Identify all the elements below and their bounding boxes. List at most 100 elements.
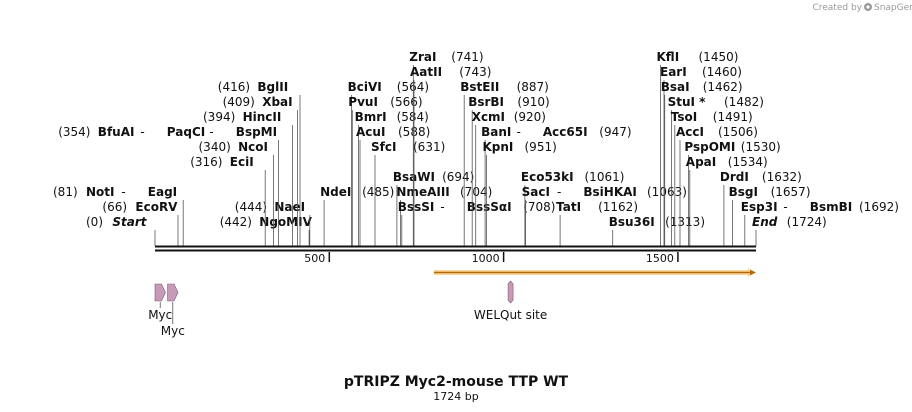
site-ndei[interactable]: NdeI (485) — [320, 185, 394, 246]
site-label: KpnI (951) — [483, 140, 557, 154]
site-label: NmeAIII (704) — [396, 185, 492, 199]
site-name: EciI — [230, 155, 254, 169]
snapgene-logo-icon — [864, 3, 872, 11]
site-bsai[interactable]: BsaI (1462) — [661, 80, 743, 246]
site-ngomiv[interactable]: (442) NgoMIV — [220, 215, 313, 246]
site-bfuai[interactable]: (354) BfuAI - PaqCI - BspMI — [58, 125, 279, 246]
site-ecorv[interactable]: (66) EcoRV — [102, 200, 179, 246]
site-label: SfcI (631) — [371, 140, 445, 154]
site-zrai[interactable]: ZraI (741) — [409, 50, 484, 246]
site-position: (354) — [58, 125, 90, 139]
site-label: (0) Start — [86, 215, 148, 229]
site-hincii[interactable]: (394) HincII — [203, 110, 293, 246]
site-bmri[interactable]: BmrI (584) — [355, 110, 429, 246]
site-name: BspMI — [236, 125, 277, 139]
site-name: NgoMIV — [259, 215, 312, 229]
site-noti[interactable]: (81) NotI - EagI — [53, 185, 184, 246]
site-label: Eco53kI (1061) — [521, 170, 625, 184]
site-separator: - — [440, 200, 444, 214]
site-end[interactable]: End (1724) — [752, 215, 827, 246]
map-title: pTRIPZ Myc2-mouse TTP WT — [344, 374, 569, 390]
site-pvui[interactable]: PvuI (566) — [348, 95, 423, 246]
site-position: (340) — [199, 140, 231, 154]
site-aatii[interactable]: AatII (743) — [410, 65, 491, 246]
site-position: (741) — [451, 50, 483, 64]
feature-welqut-site[interactable]: WELQut site — [474, 280, 547, 322]
site-name: TatI — [556, 200, 581, 214]
site-saci[interactable]: SacI - BsiHKAI (1063) — [522, 185, 687, 246]
site-label: BmrI (584) — [355, 110, 429, 124]
site-kfli[interactable]: KflI (1450) — [657, 50, 739, 246]
site-eari[interactable]: EarI (1460) — [660, 65, 742, 246]
site-label: (340) NcoI — [199, 140, 268, 154]
site-sfci[interactable]: SfcI (631) — [371, 140, 445, 246]
site-name: KpnI — [483, 140, 514, 154]
site-name: NcoI — [238, 140, 268, 154]
site-name: SfcI — [371, 140, 396, 154]
feature-label: Myc — [148, 308, 172, 322]
map-length: 1724 bp — [433, 390, 478, 403]
site-separator: - — [121, 185, 125, 199]
site-xcmi[interactable]: XcmI (920) — [472, 110, 546, 246]
site-tsoi[interactable]: TsoI (1491) — [671, 110, 753, 246]
site-kpni[interactable]: KpnI (951) — [483, 140, 557, 246]
site-bglii[interactable]: (416) BglII — [218, 80, 301, 246]
site-acci[interactable]: AccI (1506) — [676, 125, 758, 246]
site-name: AccI — [676, 125, 704, 139]
site-name: BmrI — [355, 110, 387, 124]
site-label: SacI - BsiHKAI (1063) — [522, 185, 687, 199]
site-apai[interactable]: ApaI (1534) — [686, 155, 768, 246]
site-position: (947) — [599, 125, 631, 139]
site-name: BssSI — [398, 200, 435, 214]
site-bsteii[interactable]: BstEII (887) — [460, 80, 549, 246]
site-name: DrdI — [720, 170, 749, 184]
site-name: BsiHKAI — [583, 185, 637, 199]
feature-myc[interactable]: Myc — [161, 283, 185, 338]
site-label: PspOMI (1530) — [684, 140, 780, 154]
site-ecii[interactable]: (316) EciI — [190, 155, 266, 246]
feature-myc[interactable]: Myc — [148, 283, 172, 322]
site-label: BsaWI(694) — [393, 170, 474, 184]
site-position: (1491) — [713, 110, 753, 124]
site-nmeaiii[interactable]: NmeAIII (704) — [396, 185, 492, 246]
site-position: (1530) — [741, 140, 781, 154]
site-position: (631) — [413, 140, 445, 154]
tick-500: 500 — [304, 252, 331, 265]
site-ncoi[interactable]: (340) NcoI — [199, 140, 274, 246]
site-bsssi[interactable]: BssSI - BssSαI (708) — [398, 200, 556, 246]
site-name: BsmBI — [810, 200, 852, 214]
site-label: BstEII (887) — [460, 80, 549, 94]
site-bsrbi[interactable]: BsrBI (910) — [468, 95, 550, 246]
site-separator: - — [783, 200, 787, 214]
site-xbai[interactable]: (409) XbaI — [223, 95, 299, 246]
site-position: (743) — [459, 65, 491, 79]
site-position: (1063) — [647, 185, 687, 199]
feature-label: WELQut site — [474, 308, 547, 322]
site-bsgi[interactable]: BsgI (1657) — [729, 185, 811, 246]
site-name: BsrBI — [468, 95, 504, 109]
site-name: Eco53kI — [521, 170, 574, 184]
site-name: XcmI — [472, 110, 505, 124]
site-tati[interactable]: TatI (1162) — [556, 200, 638, 246]
site-bsu36i[interactable]: Bsu36I (1313) — [609, 215, 705, 246]
site-esp3i[interactable]: Esp3I - BsmBI (1692) — [741, 200, 899, 246]
site-eco53ki[interactable]: Eco53kI (1061) — [521, 170, 625, 246]
site-name: Acc65I — [543, 125, 588, 139]
site-label: (66) EcoRV — [102, 200, 178, 214]
orf-arrow[interactable] — [433, 268, 756, 277]
site-position: (1162) — [598, 200, 638, 214]
site-name: StuI * — [668, 95, 707, 109]
site-name: AcuI — [356, 125, 385, 139]
site-label: ApaI (1534) — [686, 155, 768, 169]
site-name: EagI — [148, 185, 177, 199]
site-drdi[interactable]: DrdI (1632) — [720, 170, 802, 246]
site-name: BanI — [481, 125, 511, 139]
site-bani[interactable]: BanI - Acc65I (947) — [481, 125, 632, 246]
site-pspomi[interactable]: PspOMI (1530) — [684, 140, 781, 246]
feature-shape — [167, 283, 179, 302]
site-stui-[interactable]: StuI * (1482) — [668, 95, 764, 246]
site-label: TatI (1162) — [556, 200, 638, 214]
site-label: (354) BfuAI - PaqCI - BspMI — [58, 125, 277, 139]
site-start[interactable]: (0) Start — [86, 215, 156, 246]
site-position: (1061) — [585, 170, 625, 184]
